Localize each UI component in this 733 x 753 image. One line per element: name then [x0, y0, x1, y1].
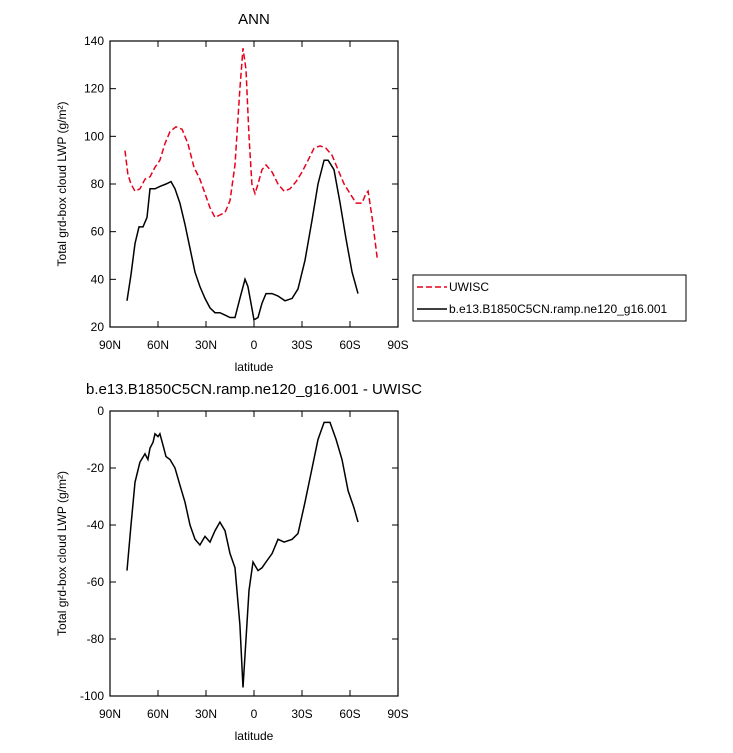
y-tick-label: 120	[84, 82, 104, 96]
x-tick-label: 90S	[387, 707, 408, 721]
x-tick-label: 90S	[387, 338, 408, 352]
y-tick-label: 80	[91, 177, 105, 191]
y-tick-label: -100	[80, 689, 104, 703]
series-line	[124, 48, 378, 258]
y-tick-label: 60	[91, 225, 105, 239]
legend-label: b.e13.B1850C5CN.ramp.ne120_g16.001	[449, 302, 667, 316]
x-tick-label: 30N	[195, 338, 217, 352]
x-tick-label: 30S	[291, 707, 312, 721]
x-tick-label: 0	[251, 338, 258, 352]
x-tick-label: 60S	[339, 707, 360, 721]
series-line	[126, 421, 359, 688]
y-axis-label: Total grd-box cloud LWP (g/m²)	[55, 102, 69, 267]
series-line	[126, 159, 359, 322]
x-axis-label: latitude	[235, 729, 274, 743]
y-tick-label: -60	[87, 575, 105, 589]
x-tick-label: 60S	[339, 338, 360, 352]
x-tick-label: 30S	[291, 338, 312, 352]
plot-frame	[109, 410, 399, 697]
y-tick-label: 0	[97, 404, 104, 418]
x-tick-label: 0	[251, 707, 258, 721]
y-axis-label: Total grd-box cloud LWP (g/m²)	[55, 471, 69, 636]
x-tick-label: 60N	[147, 707, 169, 721]
y-tick-label: -40	[87, 518, 105, 532]
y-tick-label: 20	[91, 320, 105, 334]
legend-label: UWISC	[449, 280, 489, 294]
y-tick-label: 100	[84, 129, 104, 143]
chart-title: ANN	[238, 11, 270, 28]
y-tick-label: 40	[91, 272, 105, 286]
x-tick-label: 90N	[99, 338, 121, 352]
x-axis-label: latitude	[235, 360, 274, 374]
y-tick-label: -80	[87, 632, 105, 646]
y-tick-label: -20	[87, 461, 105, 475]
x-tick-label: 60N	[147, 338, 169, 352]
x-tick-label: 90N	[99, 707, 121, 721]
y-tick-label: 140	[84, 34, 104, 48]
legend-box	[412, 274, 687, 322]
x-tick-label: 30N	[195, 707, 217, 721]
chart-title: b.e13.B1850C5CN.ramp.ne120_g16.001 - UWI…	[86, 381, 422, 398]
